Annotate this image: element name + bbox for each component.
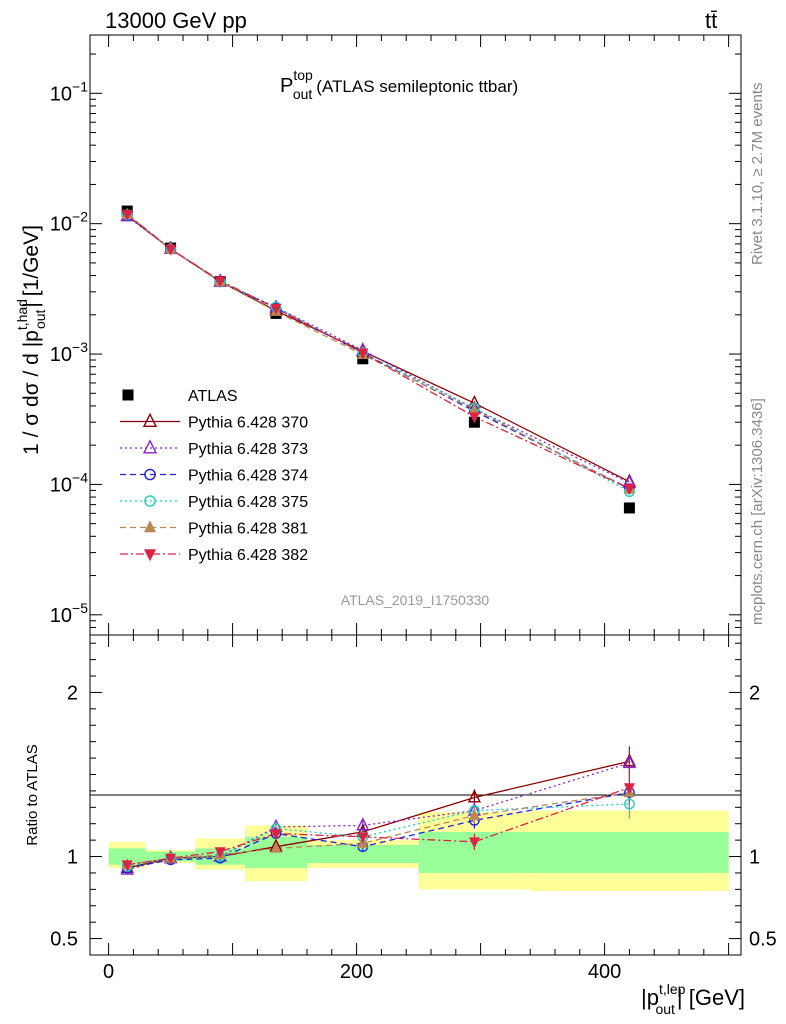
y-tick-base: 10	[50, 214, 72, 236]
mc-point	[468, 412, 480, 424]
analysis-watermark: ATLAS_2019_I1750330	[341, 592, 490, 608]
ratio-y-tick-label-right: 0.5	[749, 929, 777, 951]
mc-point	[357, 348, 369, 360]
main-title: Ptop out (ATLAS semileptonic ttbar)	[280, 67, 518, 102]
mc-point	[468, 402, 480, 414]
mc-point	[121, 209, 133, 221]
ratio-point	[214, 847, 226, 859]
ylabel-pre: 1 / σ dσ / d |p	[20, 330, 43, 455]
y-tick-base: 10	[50, 83, 72, 105]
ratio-series	[120, 746, 637, 875]
legend-marker	[142, 412, 158, 427]
ratio-point	[468, 837, 480, 849]
y-tick-exponent: −2	[72, 209, 88, 225]
mcplots-label: mcplots.cern.ch [arXiv:1306.3436]	[749, 398, 766, 625]
xlabel-sub: out	[655, 1001, 675, 1017]
data-point	[623, 502, 635, 514]
ratio-uncertainty-bands	[108, 810, 729, 891]
mc-point	[165, 244, 177, 256]
ratio-point	[270, 829, 282, 841]
ratio-point	[357, 832, 369, 844]
y-tick-label: 10−5	[50, 600, 88, 627]
xlabel-post: | [GeV]	[677, 985, 745, 1010]
mc-point	[214, 276, 226, 288]
title-main: P	[280, 75, 293, 97]
y-tick-label: 10−1	[50, 78, 88, 105]
ylabel-post: | [1/GeV]	[20, 225, 43, 308]
ratio-x-tick-label: 200	[340, 961, 373, 983]
legend-marker	[122, 389, 134, 401]
main-axis-ticks	[90, 35, 741, 636]
legend-label: Pythia 6.428 382	[188, 547, 308, 564]
legend-label: ATLAS	[188, 388, 238, 405]
legend-marker	[144, 468, 156, 481]
mc-point	[623, 484, 635, 496]
inner-band	[108, 848, 146, 865]
ratio-point	[121, 860, 133, 872]
ratio-x-tick-label: 0	[103, 961, 114, 983]
ratio-axis-ticks	[90, 635, 741, 955]
inner-band	[307, 845, 419, 864]
main-series	[120, 205, 637, 514]
header-right: tt̄	[705, 8, 717, 33]
y-tick-label: 10−2	[50, 209, 88, 236]
ratio-point	[623, 783, 635, 795]
ratio-y-tick-label-left: 0.5	[50, 929, 78, 951]
ratio-y-tick-label-left: 2	[67, 682, 78, 704]
legend-marker	[144, 549, 156, 562]
y-tick-exponent: −5	[72, 600, 88, 616]
ratio-point	[622, 754, 637, 769]
y-tick-label: 10−3	[50, 339, 88, 366]
ratio-x-tick-label: 400	[588, 961, 621, 983]
ratio-y-tick-labels: 0.5 0.5 1 1 2 2	[50, 682, 777, 950]
ratio-point	[622, 753, 637, 767]
ratio-point	[624, 798, 635, 810]
header-left: 13000 GeV pp	[105, 8, 247, 33]
ratio-panel: 0.5 0.5 1 1 2 2 0 200 400 Ratio to ATLAS |pt,le…	[24, 634, 777, 1017]
ratio-x-tick-labels: 0 200 400	[103, 961, 621, 983]
y-tick-exponent: −1	[72, 78, 88, 94]
main-y-tick-labels: 10−510−410−310−210−1	[50, 78, 88, 627]
inner-band	[530, 831, 729, 873]
legend-label: Pythia 6.428 370	[188, 415, 308, 432]
ratio-xlabel: |pt,lep out| [GeV]	[641, 981, 745, 1017]
ratio-point	[165, 853, 177, 865]
main-ylabel: 1 / σ dσ / d |pt,had out| [1/GeV]	[14, 225, 48, 455]
xlabel-sup: t,lep	[659, 981, 686, 997]
y-tick-base: 10	[50, 474, 72, 496]
y-tick-base: 10	[50, 605, 72, 627]
ratio-y-tick-label-right: 1	[749, 847, 760, 869]
legend-label: Pythia 6.428 374	[188, 468, 308, 485]
ratio-ylabel: Ratio to ATLAS	[24, 744, 41, 845]
y-tick-base: 10	[50, 344, 72, 366]
main-frame	[89, 34, 742, 636]
ylabel-sup: t,had	[14, 299, 30, 330]
rivet-label: Rivet 3.1.10, ≥ 2.7M events	[749, 83, 766, 266]
ratio-point	[356, 817, 370, 831]
legend: ATLAS Pythia 6.428 370 Pythia 6.428 373 Pyt…	[120, 388, 308, 564]
legend-marker	[142, 439, 158, 454]
xlabel-pre: |p	[641, 985, 659, 1010]
y-tick-label: 10−4	[50, 469, 88, 496]
legend-marker	[144, 520, 156, 533]
legend-label: Pythia 6.428 375	[188, 494, 308, 511]
y-tick-exponent: −3	[72, 339, 88, 355]
ratio-frame	[89, 634, 742, 956]
ratio-y-tick-label-right: 2	[749, 682, 760, 704]
ratio-point	[467, 789, 482, 803]
main-panel: 10−510−410−310−210−1 Ptop out (ATLAS semil…	[14, 34, 742, 636]
ylabel-sub: out	[32, 309, 48, 329]
ratio-point	[270, 841, 282, 853]
title-sup: top	[293, 67, 313, 83]
title-rest: (ATLAS semileptonic ttbar)	[316, 77, 518, 96]
title-sub: out	[293, 86, 313, 102]
y-tick-exponent: −4	[72, 469, 88, 485]
ratio-y-tick-label-left: 1	[67, 847, 78, 869]
legend-label: Pythia 6.428 381	[188, 521, 308, 538]
mc-point	[270, 303, 282, 315]
ratio-point	[468, 808, 480, 820]
legend-marker	[144, 495, 156, 507]
legend-label: Pythia 6.428 373	[188, 441, 308, 458]
